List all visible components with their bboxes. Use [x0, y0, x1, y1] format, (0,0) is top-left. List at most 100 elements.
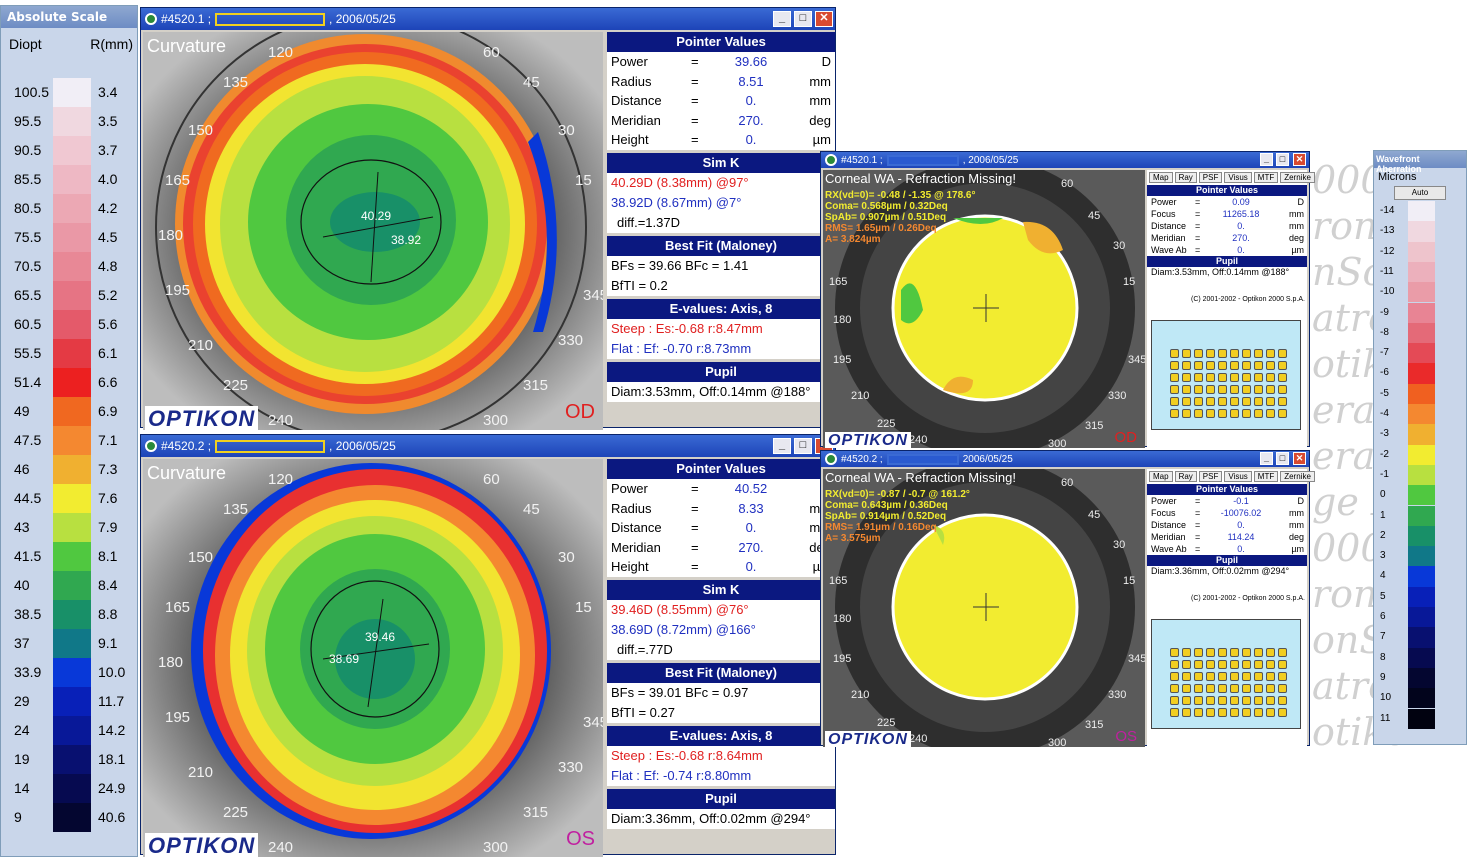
zernike-cell[interactable] [1170, 672, 1179, 681]
zernike-cell[interactable] [1242, 409, 1251, 418]
zernike-cell[interactable] [1230, 349, 1239, 358]
zernike-cell[interactable] [1194, 397, 1203, 406]
tab-ray[interactable]: Ray [1174, 172, 1197, 183]
minimize-button[interactable]: _ [1260, 452, 1273, 465]
tab-psf[interactable]: PSF [1198, 172, 1223, 183]
zernike-cell[interactable] [1206, 409, 1215, 418]
zernike-cell[interactable] [1278, 648, 1287, 657]
od-curvature-window[interactable]: #4520.1 ; , 2006/05/25 _ □ ✕ 40.29 [140, 7, 836, 430]
zernike-cell[interactable] [1242, 708, 1251, 717]
zernike-cell[interactable] [1182, 708, 1191, 717]
zernike-cell[interactable] [1170, 385, 1179, 394]
zernike-cell[interactable] [1194, 684, 1203, 693]
zernike-cell[interactable] [1278, 696, 1287, 705]
zernike-grid[interactable] [1151, 619, 1301, 729]
zernike-cell[interactable] [1194, 648, 1203, 657]
zernike-cell[interactable] [1194, 385, 1203, 394]
zernike-cell[interactable] [1254, 373, 1263, 382]
zernike-cell[interactable] [1230, 409, 1239, 418]
zernike-cell[interactable] [1170, 696, 1179, 705]
zernike-cell[interactable] [1230, 708, 1239, 717]
maximize-button[interactable]: □ [1276, 452, 1289, 465]
zernike-cell[interactable] [1194, 349, 1203, 358]
zernike-cell[interactable] [1218, 385, 1227, 394]
os-curvature-map[interactable]: 39.46 38.69 Curvature 120 60 135 45 150 30 165… [143, 459, 603, 857]
zernike-cell[interactable] [1242, 385, 1251, 394]
auto-button[interactable]: Auto [1394, 186, 1446, 200]
zernike-cell[interactable] [1218, 696, 1227, 705]
od-wavefront-window[interactable]: #4520.1 ; , 2006/05/25 _ □ ✕ Corneal WA - Ref… [820, 151, 1315, 448]
tab-ray[interactable]: Ray [1174, 471, 1197, 482]
zernike-cell[interactable] [1278, 397, 1287, 406]
zernike-cell[interactable] [1266, 648, 1275, 657]
os-titlebar[interactable]: #4520.2 ; , 2006/05/25 _ □ ✕ [141, 435, 835, 457]
zernike-cell[interactable] [1218, 708, 1227, 717]
minimize-button[interactable]: _ [1260, 153, 1273, 166]
zernike-cell[interactable] [1242, 696, 1251, 705]
zernike-cell[interactable] [1206, 373, 1215, 382]
zernike-cell[interactable] [1266, 373, 1275, 382]
zernike-cell[interactable] [1242, 660, 1251, 669]
zernike-cell[interactable] [1230, 696, 1239, 705]
tab-visus[interactable]: Visus [1224, 471, 1252, 482]
zernike-cell[interactable] [1266, 684, 1275, 693]
zernike-cell[interactable] [1278, 373, 1287, 382]
zernike-cell[interactable] [1170, 397, 1179, 406]
tab-map[interactable]: Map [1149, 172, 1173, 183]
zernike-cell[interactable] [1254, 409, 1263, 418]
tab-mtf[interactable]: MTF [1253, 471, 1279, 482]
minimize-button[interactable]: _ [773, 438, 791, 454]
zernike-cell[interactable] [1194, 696, 1203, 705]
zernike-cell[interactable] [1182, 385, 1191, 394]
zernike-cell[interactable] [1182, 397, 1191, 406]
zernike-cell[interactable] [1170, 373, 1179, 382]
zernike-cell[interactable] [1218, 361, 1227, 370]
zernike-cell[interactable] [1242, 684, 1251, 693]
zernike-cell[interactable] [1266, 409, 1275, 418]
wa1-titlebar[interactable]: #4520.1 ; , 2006/05/25 _ □ ✕ [821, 152, 1309, 168]
zernike-cell[interactable] [1182, 684, 1191, 693]
zernike-cell[interactable] [1182, 349, 1191, 358]
zernike-cell[interactable] [1254, 397, 1263, 406]
zernike-cell[interactable] [1182, 648, 1191, 657]
zernike-cell[interactable] [1182, 409, 1191, 418]
zernike-cell[interactable] [1254, 696, 1263, 705]
zernike-cell[interactable] [1254, 660, 1263, 669]
zernike-cell[interactable] [1218, 349, 1227, 358]
zernike-cell[interactable] [1218, 672, 1227, 681]
close-button[interactable]: ✕ [1293, 153, 1306, 166]
maximize-button[interactable]: □ [794, 11, 812, 27]
os-wavefront-window[interactable]: #4520.2 ; 2006/05/25 _ □ ✕ Corneal WA - Refra… [820, 450, 1315, 747]
zernike-cell[interactable] [1266, 672, 1275, 681]
tab-mtf[interactable]: MTF [1253, 172, 1279, 183]
zernike-cell[interactable] [1170, 660, 1179, 669]
zernike-cell[interactable] [1230, 660, 1239, 669]
zernike-cell[interactable] [1266, 660, 1275, 669]
zernike-cell[interactable] [1278, 708, 1287, 717]
zernike-cell[interactable] [1278, 361, 1287, 370]
zernike-cell[interactable] [1242, 349, 1251, 358]
zernike-cell[interactable] [1254, 648, 1263, 657]
os-curvature-window[interactable]: #4520.2 ; , 2006/05/25 _ □ ✕ 39.46 38.69… [140, 434, 836, 857]
od-titlebar[interactable]: #4520.1 ; , 2006/05/25 _ □ ✕ [141, 8, 835, 30]
zernike-cell[interactable] [1278, 349, 1287, 358]
zernike-cell[interactable] [1242, 672, 1251, 681]
zernike-cell[interactable] [1182, 373, 1191, 382]
zernike-cell[interactable] [1170, 708, 1179, 717]
zernike-cell[interactable] [1194, 660, 1203, 669]
zernike-cell[interactable] [1266, 361, 1275, 370]
zernike-cell[interactable] [1182, 672, 1191, 681]
zernike-cell[interactable] [1170, 409, 1179, 418]
zernike-cell[interactable] [1266, 696, 1275, 705]
zernike-cell[interactable] [1194, 409, 1203, 418]
zernike-cell[interactable] [1278, 385, 1287, 394]
wa2-wavefront-map[interactable]: Corneal WA - Refraction Missing! RX(vd=0)… [823, 469, 1145, 747]
od-curvature-map[interactable]: 40.29 38.92 Curvature 120 60 135 45 150 30 165… [143, 32, 603, 430]
zernike-cell[interactable] [1254, 708, 1263, 717]
zernike-cell[interactable] [1278, 409, 1287, 418]
zernike-cell[interactable] [1194, 708, 1203, 717]
zernike-cell[interactable] [1194, 361, 1203, 370]
zernike-cell[interactable] [1266, 385, 1275, 394]
zernike-cell[interactable] [1170, 684, 1179, 693]
zernike-cell[interactable] [1206, 672, 1215, 681]
